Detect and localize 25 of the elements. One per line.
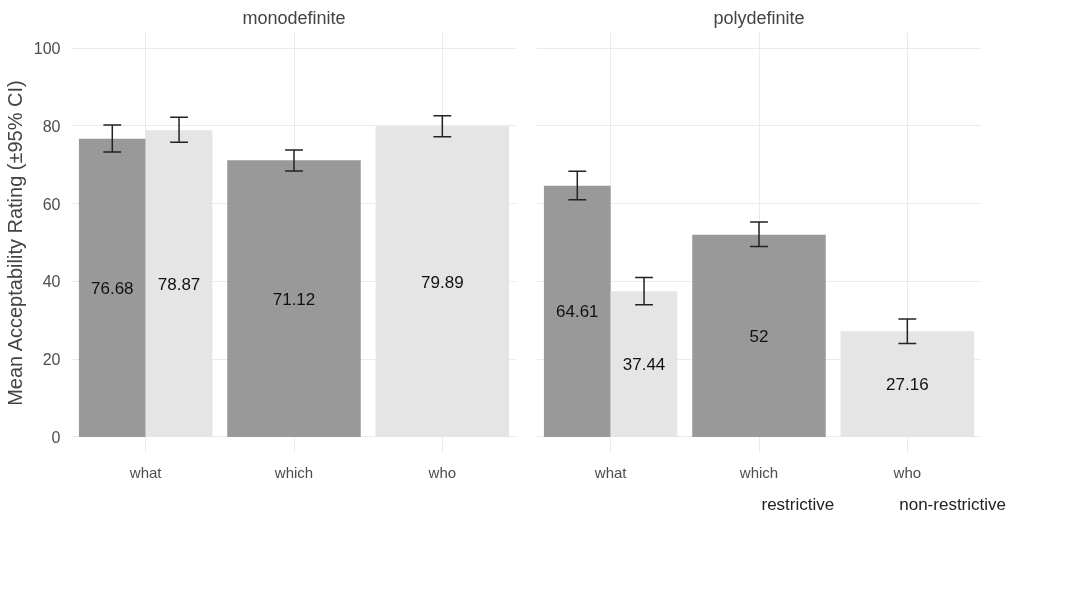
chart-title: polydefinite (713, 7, 805, 28)
text: non-restrictive (899, 495, 1006, 515)
y-tick-label: 100 (33, 40, 61, 58)
chart-title: monodefinite (242, 7, 346, 28)
y-axis-title: Mean Acceptability Rating (±95% CI) (3, 80, 26, 406)
y-tick-label: 0 (51, 428, 61, 446)
data-label: 27.16 (886, 375, 929, 395)
data-label: 64.61 (556, 302, 599, 322)
x-tick-label: who (892, 463, 922, 481)
y-tick-label: 40 (42, 273, 61, 291)
data-label: 76.68 (91, 278, 134, 298)
data-label: 37.44 (622, 355, 666, 375)
data-label: 78.87 (157, 274, 201, 294)
x-tick-label: who (427, 463, 457, 481)
x-tick-label: what (128, 463, 163, 481)
y-tick-label: 80 (42, 117, 61, 135)
x-tick-label: what (593, 463, 628, 481)
x-tick-label: which (273, 463, 314, 481)
text: restrictive (761, 495, 835, 515)
y-tick-label: 20 (42, 351, 61, 369)
y-tick-label: 60 (42, 195, 61, 213)
data-label: 79.89 (421, 272, 464, 292)
data-label: 52 (749, 326, 769, 346)
x-tick-label: which (738, 463, 779, 481)
data-label: 71.12 (272, 289, 316, 309)
